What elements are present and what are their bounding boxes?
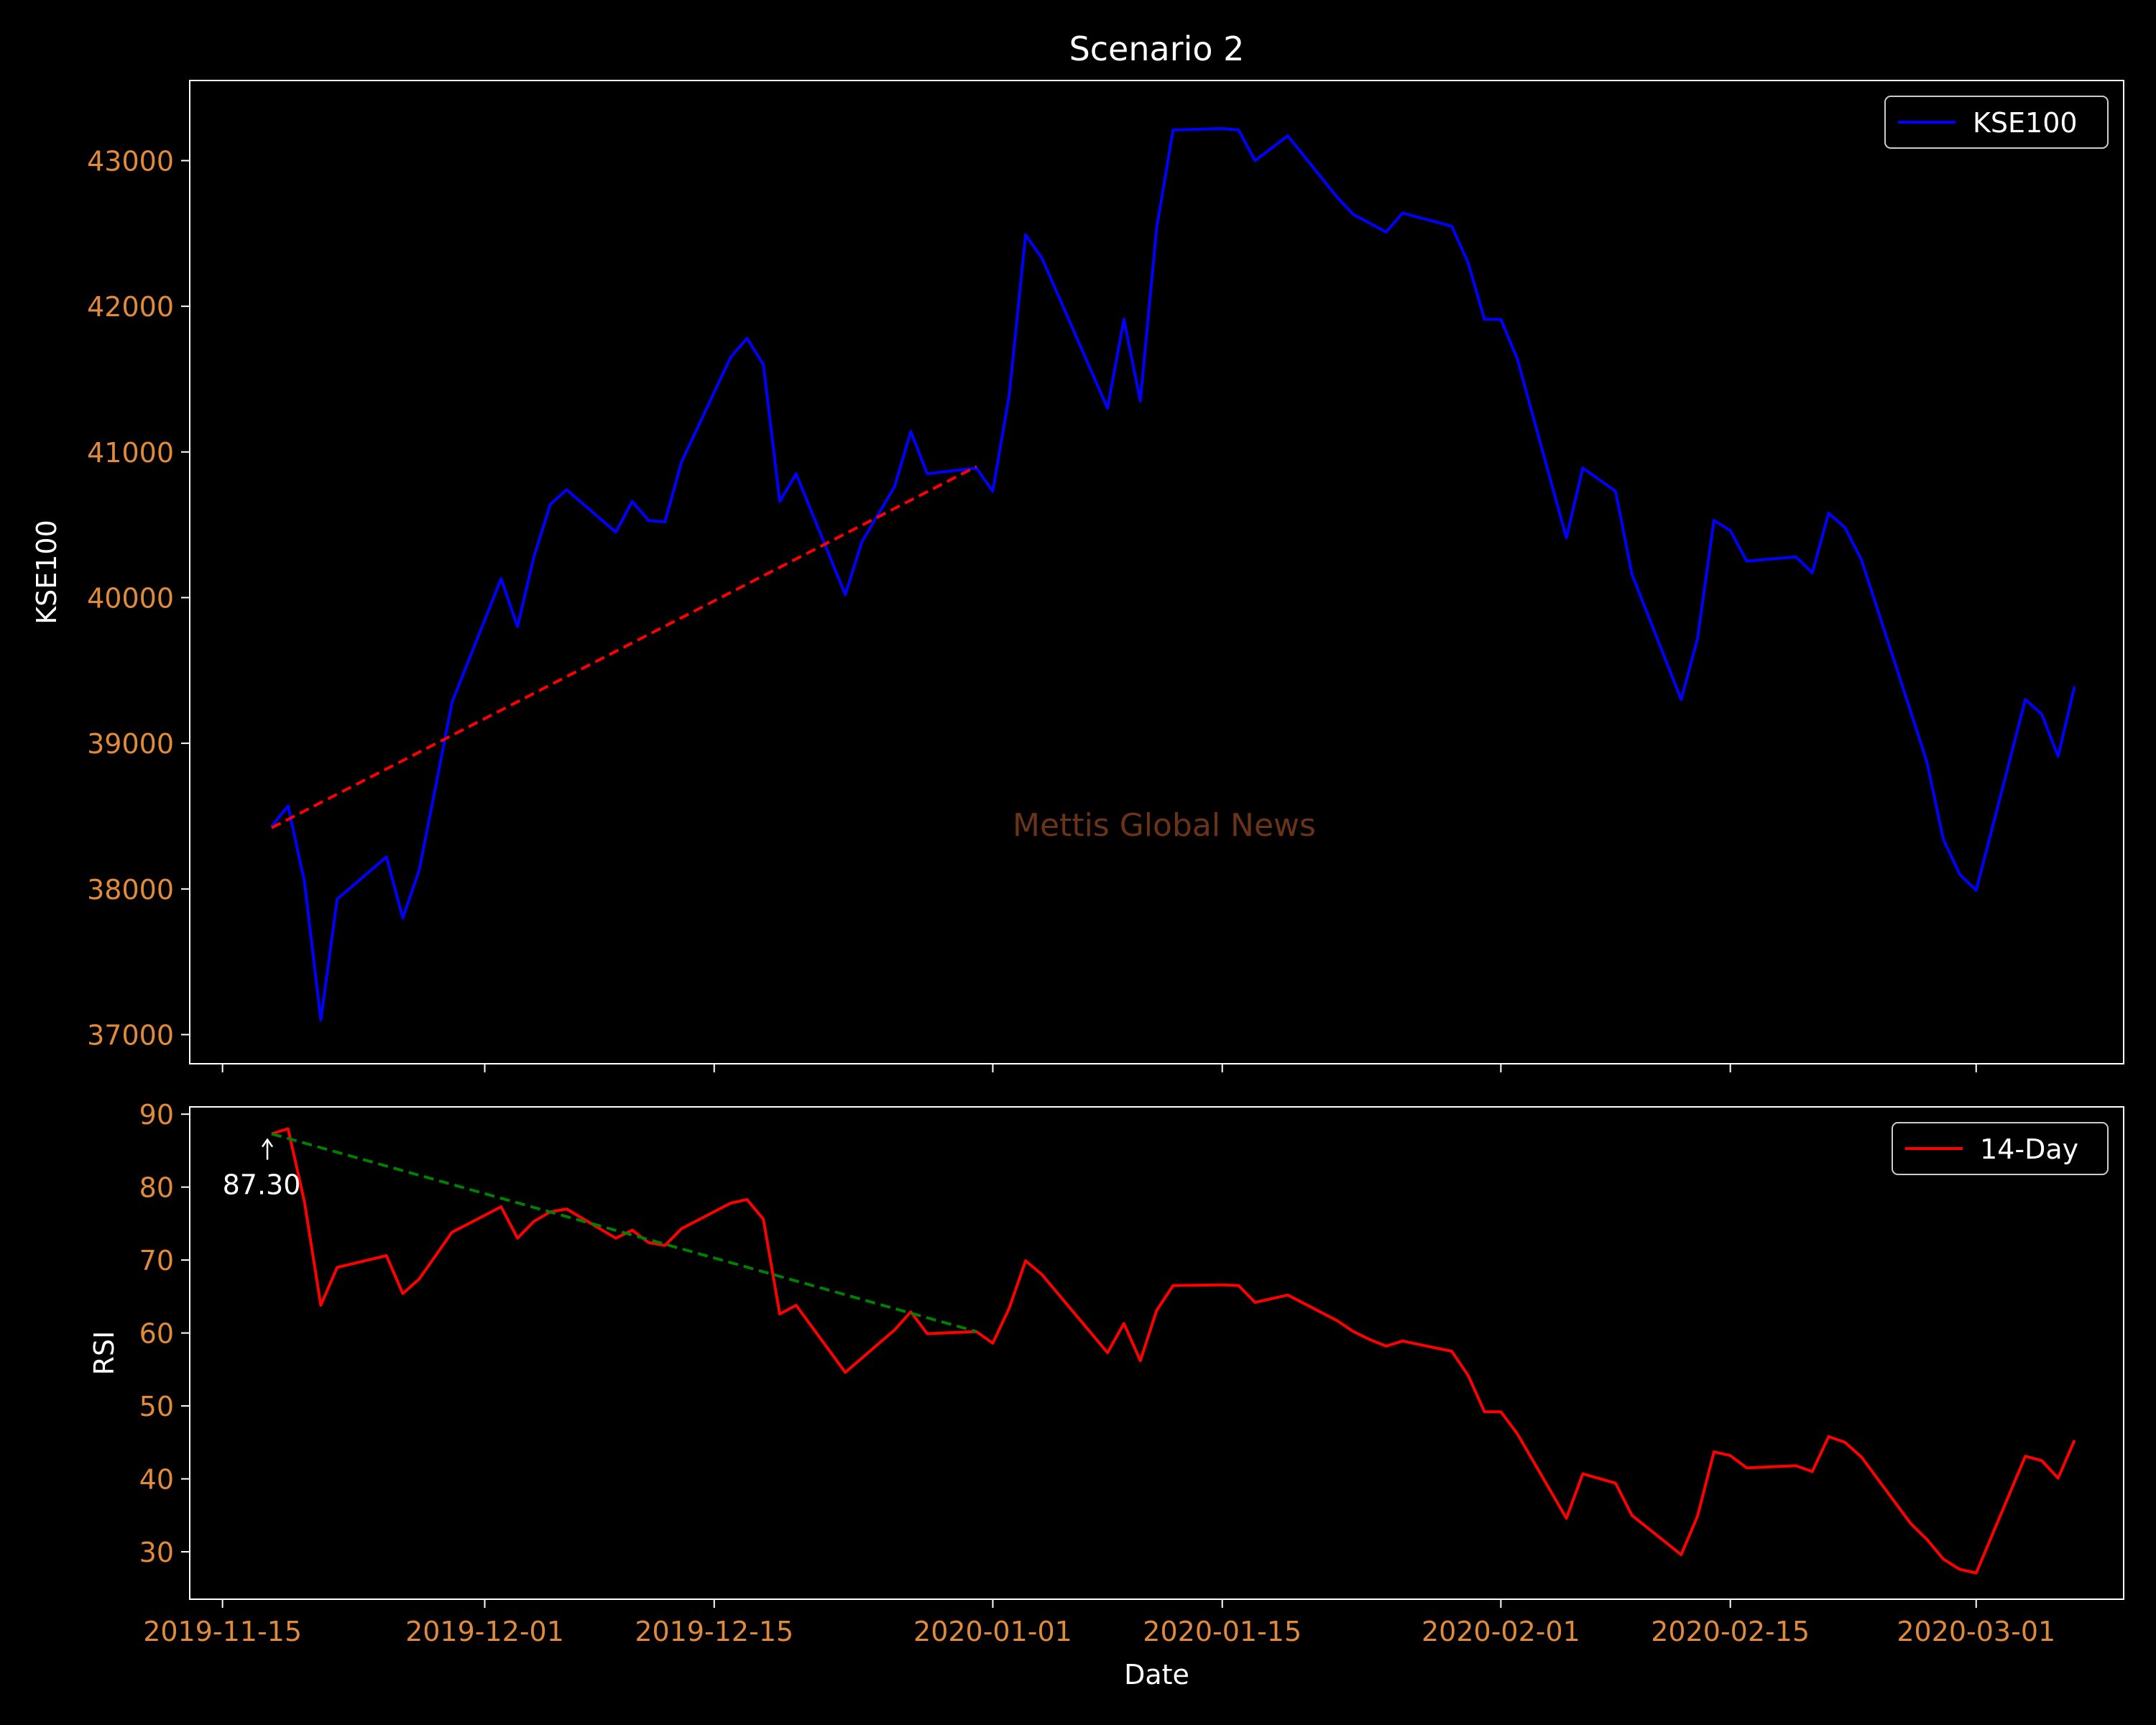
annotation-label: 87.30: [223, 1169, 301, 1201]
x-tick-label: 2019-12-15: [635, 1616, 793, 1647]
legend-box: [1884, 96, 2109, 149]
series-line-14-day: [271, 1127, 2076, 1575]
x-tick-label: 2020-02-15: [1651, 1616, 1810, 1647]
panel-rsi: 30 40 50 60 70 80 90 2019-11-15 2019-12-01 2019-1…: [88, 1099, 2124, 1690]
y-tick-label: 38000: [87, 874, 174, 906]
trendline: [271, 1132, 977, 1333]
y-tick-label: 80: [139, 1172, 174, 1204]
trendline: [271, 465, 977, 829]
y-tick-label: 41000: [87, 437, 174, 469]
legend-label: 14-Day: [1980, 1133, 2078, 1165]
legend-label: KSE100: [1973, 107, 2078, 139]
y-axis-label: KSE100: [31, 520, 63, 625]
y-tick-label: 30: [139, 1537, 174, 1568]
y-tick-label: 90: [139, 1099, 174, 1131]
annotation-arrowhead: [262, 1138, 274, 1148]
x-tick-label: 2019-11-15: [143, 1616, 302, 1647]
panel-kse100: Mettis Global News 37000 38000 39000 40000 41…: [31, 29, 2124, 1072]
y-tick-label: 42000: [87, 291, 174, 323]
chart-title: Scenario 2: [1069, 29, 1245, 68]
x-tick-label: 2020-01-15: [1143, 1616, 1302, 1647]
series-line-kse100: [270, 126, 2076, 1022]
axes-frame: [189, 1106, 2124, 1600]
y-tick-label: 40000: [87, 582, 174, 614]
y-tick-label: 37000: [87, 1019, 174, 1051]
y-tick-label: 43000: [87, 145, 174, 177]
x-axis-label: Date: [1124, 1659, 1189, 1690]
x-tick-label: 2019-12-01: [405, 1616, 564, 1647]
chart-layer: Mettis Global News 37000 38000 39000 40000 41…: [31, 29, 2124, 1690]
x-tick-label: 2020-02-01: [1422, 1616, 1580, 1647]
legend-box: [1892, 1122, 2109, 1175]
axes-frame: [189, 80, 2124, 1064]
watermark-text: Mettis Global News: [1013, 807, 1316, 844]
y-tick-label: 39000: [87, 728, 174, 760]
y-tick-label: 40: [139, 1464, 174, 1496]
x-tick-label: 2020-01-01: [913, 1616, 1072, 1647]
x-tick-label: 2020-03-01: [1897, 1616, 2055, 1647]
y-tick-label: 50: [139, 1391, 174, 1422]
y-tick-label: 60: [139, 1318, 174, 1350]
y-axis-label: RSI: [88, 1331, 120, 1376]
y-tick-label: 70: [139, 1245, 174, 1276]
